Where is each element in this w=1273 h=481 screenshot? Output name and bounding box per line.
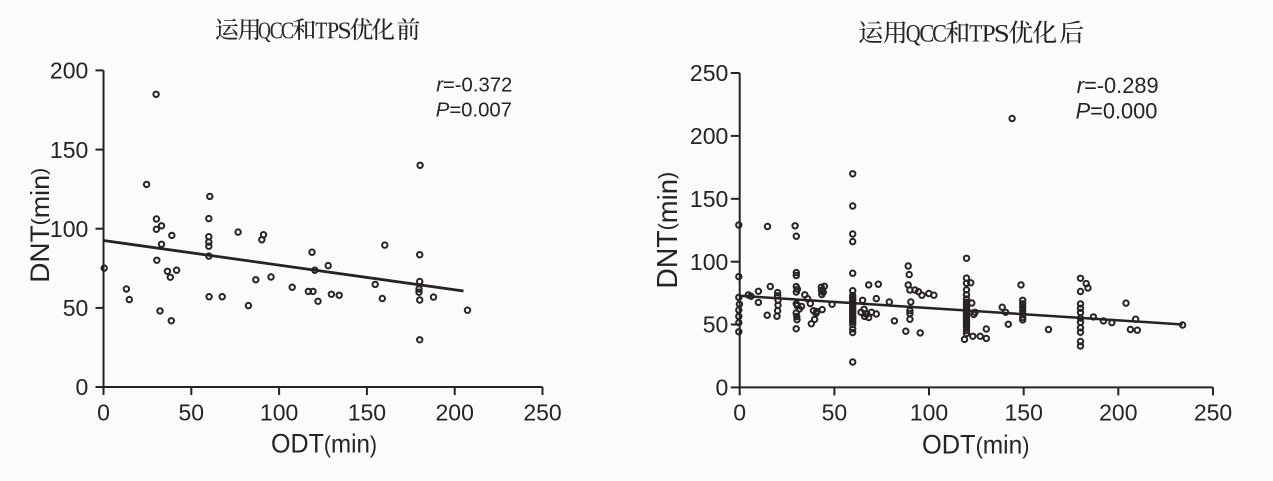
svg-text:0: 0 (733, 400, 746, 426)
svg-text:r=-0.372: r=-0.372 (436, 75, 512, 97)
svg-text:100: 100 (260, 400, 298, 426)
svg-text:100: 100 (910, 400, 948, 426)
svg-text:150: 150 (1005, 400, 1043, 426)
svg-text:200: 200 (690, 123, 728, 149)
svg-text:200: 200 (50, 58, 88, 84)
svg-text:150: 150 (690, 186, 728, 212)
svg-text:250: 250 (1194, 400, 1232, 426)
svg-text:0: 0 (97, 400, 110, 426)
svg-text:50: 50 (703, 312, 729, 338)
svg-text:0: 0 (716, 375, 729, 401)
svg-text:150: 150 (50, 137, 88, 163)
svg-text:0: 0 (76, 374, 89, 400)
svg-text:r=-0.289: r=-0.289 (1077, 73, 1159, 98)
svg-text:50: 50 (822, 400, 848, 426)
svg-text:200: 200 (436, 400, 474, 426)
svg-text:50: 50 (179, 400, 205, 426)
svg-text:100: 100 (50, 216, 88, 242)
svg-text:250: 250 (690, 60, 728, 86)
svg-text:P=0.007: P=0.007 (436, 100, 512, 122)
svg-text:DNT(min): DNT(min) (25, 168, 55, 283)
svg-text:100: 100 (690, 249, 728, 275)
svg-text:50: 50 (63, 295, 89, 321)
svg-text:150: 150 (348, 400, 386, 426)
svg-text:ODT(min): ODT(min) (922, 429, 1029, 459)
svg-text:250: 250 (523, 400, 561, 426)
svg-text:ODT(min): ODT(min) (271, 428, 377, 458)
svg-text:DNT(min): DNT(min) (652, 172, 684, 289)
svg-text:P=0.000: P=0.000 (1076, 99, 1158, 124)
svg-text:200: 200 (1099, 400, 1137, 426)
